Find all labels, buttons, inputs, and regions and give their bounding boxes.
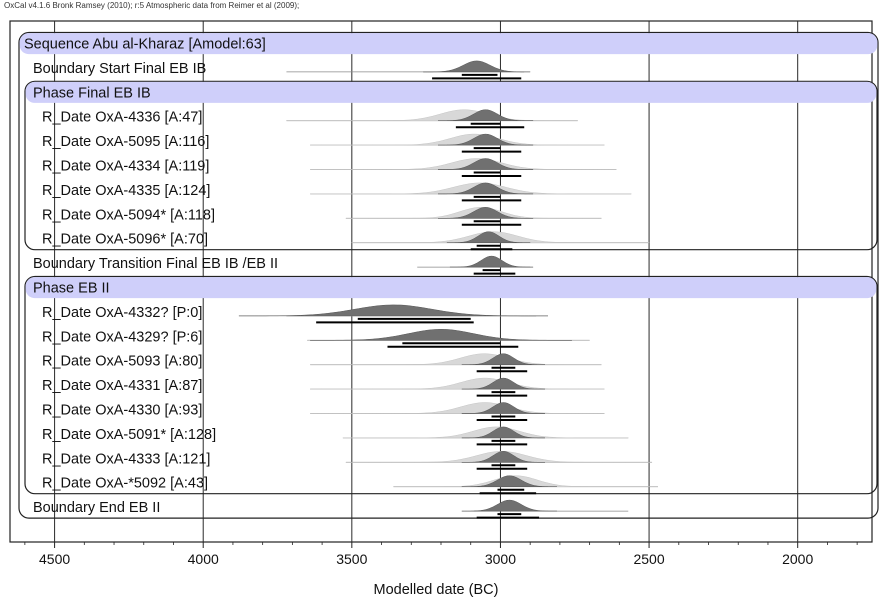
posterior-distribution [438, 207, 534, 219]
row-label: R_Date OxA-4336 [A:47] [42, 110, 202, 126]
prior-distribution [310, 353, 602, 365]
phase-block [24, 275, 878, 495]
row-label: Boundary Transition Final EB IB /EB II [33, 256, 278, 272]
posterior-distribution [461, 499, 557, 512]
row-label: Phase Final EB IB [33, 85, 151, 101]
posterior-distribution [438, 133, 534, 146]
software-credit: OxCal v4.1.6 Bronk Ramsey (2010); r:5 At… [4, 1, 300, 10]
sequence-block [18, 31, 879, 519]
group-blocks [18, 31, 879, 519]
posterior-distribution [461, 377, 545, 390]
x-tick-label: 2000 [782, 551, 813, 567]
row-plots: Sequence Abu al-Kharaz [Amodel:63] Bounda… [24, 37, 658, 519]
row-label: Boundary End EB II [33, 500, 160, 516]
x-axis: 4500 4000 3500 3000 2500 2000 [24, 542, 858, 567]
posterior-distribution [238, 304, 548, 317]
posterior-distribution [461, 426, 545, 439]
posterior-distribution [438, 182, 534, 195]
x-tick-label: 3000 [485, 551, 516, 567]
x-tick-label: 3500 [336, 551, 367, 567]
prior-distribution [310, 133, 605, 146]
prior-distribution [393, 475, 658, 487]
posterior-distribution [438, 109, 534, 121]
row-label: R_Date OxA-5096* [A:70] [42, 232, 208, 248]
row-label: R_Date OxA-5095 [A:116] [42, 134, 209, 150]
row-label: R_Date OxA-4335 [A:124] [42, 183, 210, 199]
x-tick-label: 4000 [188, 551, 219, 567]
row-label: Sequence Abu al-Kharaz [Amodel:63] [24, 37, 266, 53]
x-tick-label: 2500 [633, 551, 664, 567]
posterior-distribution [446, 231, 531, 243]
row-label: R_Date OxA-4333 [A:121] [42, 451, 210, 467]
x-tick-label: 4500 [39, 551, 70, 567]
prior-distribution [342, 426, 629, 439]
row-label: R_Date OxA-4330 [A:93] [42, 403, 202, 419]
row-label: Boundary Start Final EB IB [33, 61, 206, 77]
row-label: R_Date OxA-4334 [A:119] [42, 159, 209, 175]
posterior-distribution [461, 402, 545, 414]
posterior-distribution [423, 60, 531, 73]
phase-header-band [25, 81, 877, 103]
phase-header-band [25, 277, 877, 299]
row-label: R_Date OxA-5091* [A:128] [42, 427, 216, 443]
posterior-distribution [438, 158, 534, 170]
row-label: R_Date OxA-4331 [A:87] [42, 378, 202, 394]
row-label: R_Date OxA-4332? [P:0] [42, 305, 202, 321]
row-label: R_Date OxA-4329? [P:6] [42, 329, 202, 345]
prior-distribution [310, 182, 632, 195]
row-label: R_Date OxA-*5092 [A:43] [42, 476, 208, 492]
prior-distribution [310, 402, 605, 414]
x-axis-label: Modelled date (BC) [374, 582, 499, 598]
phase-block [24, 80, 878, 251]
prior-distribution [310, 377, 605, 390]
row-label: R_Date OxA-5093 [A:80] [42, 354, 202, 370]
row-label: R_Date OxA-5094* [A:118] [42, 207, 215, 223]
row-label: Phase EB II [33, 281, 110, 297]
posterior-distribution [310, 329, 572, 341]
prior-distribution [310, 158, 617, 170]
posterior-distribution [461, 475, 557, 487]
posterior-distribution [461, 353, 545, 365]
posterior-distribution [449, 255, 534, 268]
posterior-distribution [461, 451, 545, 463]
sequence-header-band [19, 33, 878, 55]
